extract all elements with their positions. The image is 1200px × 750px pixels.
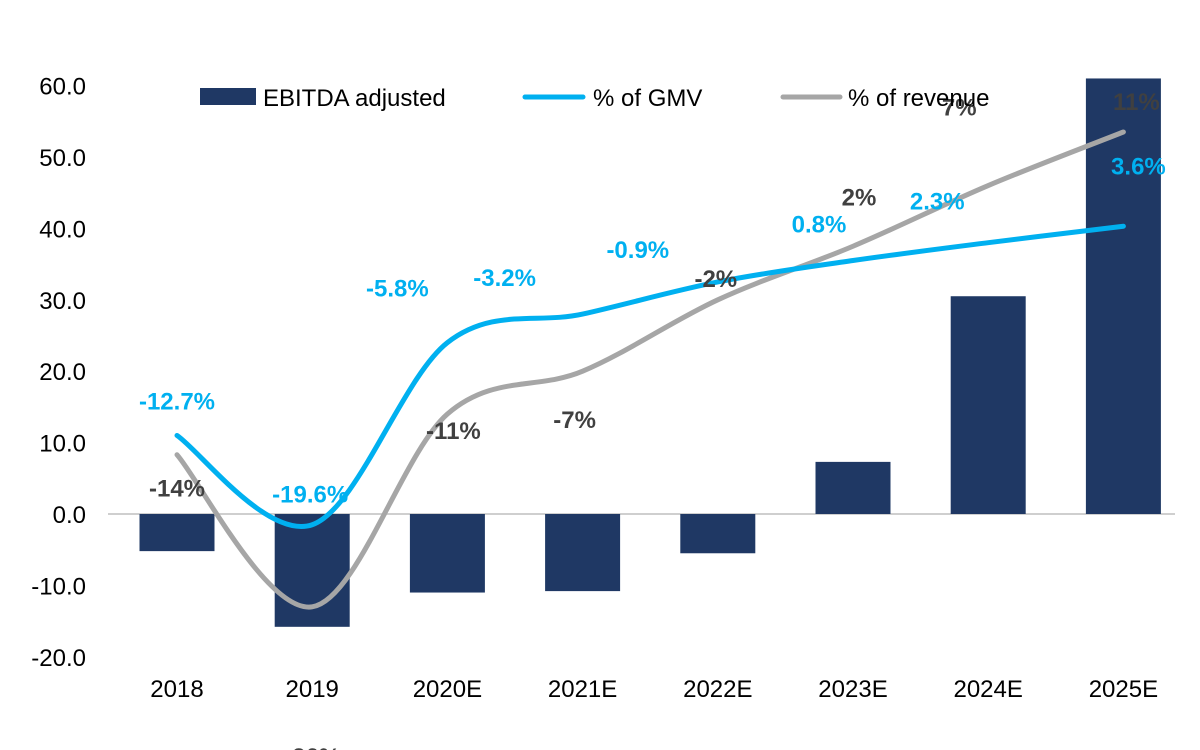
x-tick-label: 2020E (413, 676, 482, 703)
x-tick-label: 2024E (953, 676, 1022, 703)
y-tick-label: 30.0 (39, 288, 86, 315)
label-gmv-2024E: 2.3% (910, 189, 965, 216)
ebitda-bars (139, 78, 1161, 627)
x-tick-label: 2025E (1089, 676, 1158, 703)
percentage-lines (174, 129, 1126, 610)
bar-2025E (1085, 78, 1161, 515)
y-tick-label: 0.0 (53, 502, 86, 529)
label-gmv-2025E: 3.6% (1111, 153, 1166, 180)
line-revenue (174, 129, 1126, 610)
y-tick-label: 40.0 (39, 216, 86, 243)
x-tick-label: 2021E (548, 676, 617, 703)
label-revenue-2025E: 11% (1113, 89, 1160, 116)
y-tick-label: 10.0 (39, 431, 86, 458)
y-tick-label: 20.0 (39, 359, 86, 386)
label-gmv-2023E: 0.8% (792, 212, 847, 239)
bar-2023E (815, 461, 891, 514)
label-revenue-2018: -14% (149, 476, 205, 503)
label-revenue-2019: -26% (284, 744, 340, 750)
line-gmv (174, 223, 1126, 529)
y-tick-label: -10.0 (31, 573, 86, 600)
label-gmv-2018: -12.7% (139, 388, 215, 415)
x-tick-label: 2019 (286, 676, 339, 703)
bar-2022E (680, 514, 756, 554)
x-axis: 2018 2019 2020E 2021E 2022E 2023E 2024E 2025E (108, 513, 1175, 703)
label-revenue-2021E: -7% (553, 407, 596, 434)
x-tick-label: 2022E (683, 676, 752, 703)
y-tick-label: 50.0 (39, 145, 86, 172)
label-gmv-2021E: -3.2% (473, 265, 536, 292)
legend-label-revenue: % of revenue (848, 85, 989, 112)
legend-label-ebitda: EBITDA adjusted (263, 85, 446, 112)
label-gmv-2019: -19.6% (272, 482, 348, 509)
label-gmv-2022E: -0.9% (606, 237, 669, 264)
bar-2020E (409, 514, 485, 593)
legend-swatch-ebitda (200, 88, 256, 105)
x-tick-label: 2023E (818, 676, 887, 703)
bar-2024E (950, 296, 1026, 514)
x-tick-label: 2018 (150, 676, 203, 703)
legend: EBITDA adjusted % of GMV % of revenue (200, 85, 989, 112)
data-labels: -14% -26% -11% -7% -2% 2% 7% 11% -12.7% -19.6% -5.… (139, 89, 1166, 750)
bar-2019 (274, 514, 350, 627)
y-tick-label: -20.0 (31, 645, 86, 672)
bar-2018 (139, 514, 215, 552)
y-tick-label: 60.0 (39, 74, 86, 101)
label-revenue-2022E: -2% (694, 266, 737, 293)
label-revenue-2023E: 2% (842, 184, 877, 211)
label-revenue-2020E: -11% (426, 418, 481, 445)
label-gmv-2020E: -5.8% (366, 276, 429, 303)
y-axis: 60.0 50.0 40.0 30.0 20.0 10.0 0.0 -10.0 -20.0 (31, 74, 86, 672)
label-revenue-2024E: 7% (942, 95, 977, 122)
legend-label-gmv: % of GMV (593, 85, 702, 112)
bar-2021E (545, 514, 621, 592)
